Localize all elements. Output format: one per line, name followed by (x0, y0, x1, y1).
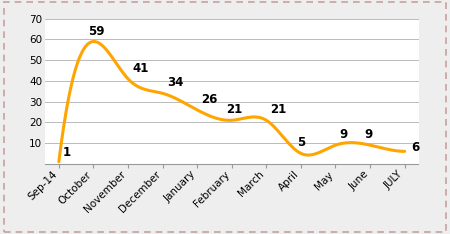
Text: 9: 9 (340, 128, 348, 141)
Text: 1: 1 (63, 146, 71, 159)
Text: 26: 26 (201, 93, 218, 106)
Text: 41: 41 (132, 62, 148, 75)
Text: 9: 9 (364, 128, 373, 141)
Text: 34: 34 (167, 76, 183, 89)
Text: 59: 59 (88, 25, 104, 38)
Text: 5: 5 (297, 136, 305, 150)
Text: 21: 21 (226, 103, 243, 116)
Text: 6: 6 (412, 141, 420, 154)
Text: 21: 21 (270, 103, 287, 116)
